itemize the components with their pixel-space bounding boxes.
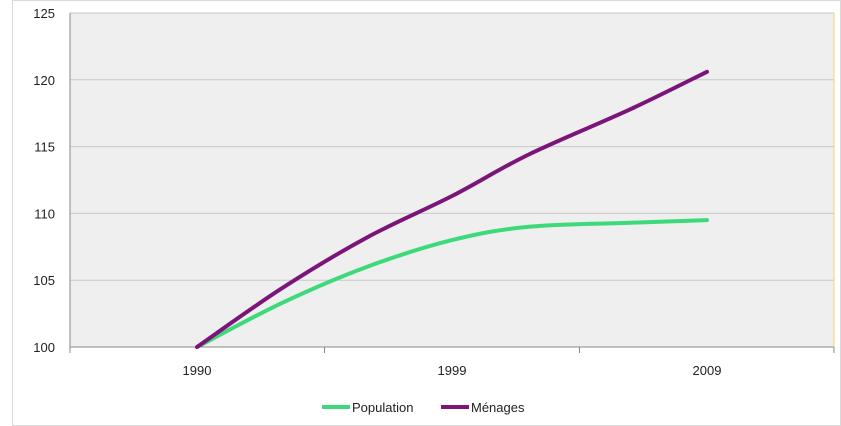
series-line-menages	[195, 69, 709, 349]
y-tick-label: 100	[33, 340, 55, 355]
y-tick-label: 120	[33, 73, 55, 88]
legend-label: Population	[352, 400, 413, 415]
y-tick-label: 110	[34, 206, 55, 221]
x-tick-label: 2009	[693, 363, 722, 378]
plot-area	[69, 12, 835, 348]
y-tick-label: 115	[34, 140, 55, 155]
y-tick-label: 105	[33, 273, 55, 288]
series-layer	[195, 69, 709, 349]
gridlines	[70, 12, 834, 281]
y-axis: 100 105 110 115 120 125	[33, 6, 71, 355]
series-line-population	[195, 218, 709, 349]
x-tick-label: 1999	[438, 363, 467, 378]
legend-label: Ménages	[471, 400, 525, 415]
legend: Population Ménages	[322, 400, 525, 415]
x-tick-label: 1990	[183, 363, 212, 378]
y-tick-label: 125	[33, 6, 55, 21]
